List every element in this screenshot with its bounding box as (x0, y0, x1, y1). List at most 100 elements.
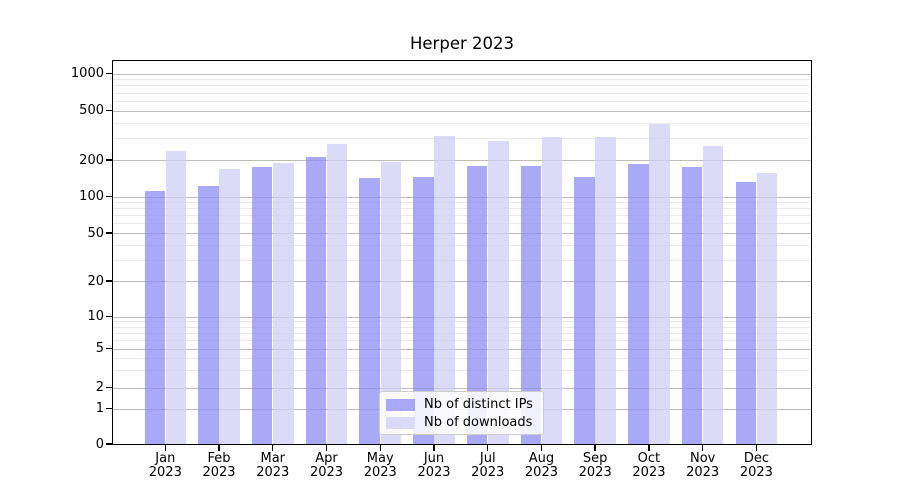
x-tick-label: Sep 2023 (578, 451, 612, 480)
bar-distinct-ips (466, 166, 488, 444)
bar-downloads (649, 123, 670, 444)
bar-downloads (488, 140, 509, 444)
x-tick (433, 445, 435, 451)
gridline-minor (113, 321, 811, 323)
y-tick (106, 443, 113, 445)
x-tick-label: Jan 2023 (148, 451, 182, 480)
bar-distinct-ips (520, 166, 542, 444)
y-tick (106, 315, 113, 318)
gridline-minor (113, 138, 811, 140)
x-tick (164, 445, 166, 451)
x-tick (218, 445, 220, 451)
y-tick-label: 2 (95, 380, 104, 395)
legend-item-downloads: Nb of downloads (386, 414, 539, 431)
bar-downloads (756, 173, 778, 444)
bar-downloads (702, 145, 724, 444)
x-tick-label: Apr 2023 (309, 451, 344, 480)
y-tick (106, 386, 113, 389)
x-tick (272, 445, 274, 451)
gridline-minor (113, 340, 811, 342)
x-tick (755, 445, 758, 451)
gridline-minor (113, 122, 811, 124)
y-tick (106, 280, 113, 282)
gridline-major (113, 73, 811, 75)
x-tick-label: Jun 2023 (417, 451, 451, 480)
gridline-minor (113, 202, 811, 204)
x-tick (594, 445, 596, 451)
y-tick (106, 195, 113, 198)
x-tick-label: Oct 2023 (632, 451, 666, 480)
y-tick-label: 100 (79, 189, 104, 204)
gridline-minor (113, 85, 811, 87)
gridline-major (113, 348, 811, 350)
legend-item-distinct-ips: Nb of distinct IPs (386, 396, 539, 413)
gridline-minor (113, 332, 811, 334)
bar-downloads (219, 168, 240, 444)
gridline-minor (113, 244, 811, 246)
gridline-major (113, 110, 811, 112)
legend-swatch-distinct-ips (386, 398, 415, 411)
bar-downloads (326, 144, 348, 444)
x-tick-label: Jul 2023 (471, 451, 505, 480)
legend-label-downloads: Nb of downloads (424, 415, 533, 430)
gridline-major (113, 316, 811, 318)
x-tick (648, 445, 650, 451)
gridline-major (113, 387, 811, 389)
gridline-minor (113, 100, 811, 102)
gridline-major (113, 196, 811, 198)
gridline-minor (113, 259, 811, 261)
y-tick-label: 50 (87, 225, 104, 241)
bar-distinct-ips (305, 156, 327, 444)
gridline-minor (113, 223, 811, 225)
y-tick-label: 20 (87, 273, 104, 289)
x-tick-label: Aug 2023 (524, 451, 558, 480)
bar-downloads (380, 161, 402, 444)
gridline-major (113, 160, 811, 162)
legend: Nb of distinct IPs Nb of downloads (379, 391, 544, 435)
y-tick-label: 500 (79, 103, 104, 118)
y-tick-label: 1 (95, 401, 104, 416)
x-tick-label: Dec 2023 (739, 451, 773, 480)
x-tick (487, 445, 489, 451)
bar-distinct-ips (735, 182, 757, 444)
y-tick-label: 5 (95, 341, 104, 356)
bar-distinct-ips (251, 166, 273, 444)
x-tick-label: Nov 2023 (686, 451, 720, 480)
gridline-minor (113, 92, 811, 94)
gridline-minor (113, 357, 811, 359)
y-tick (106, 159, 113, 161)
x-tick (325, 445, 328, 451)
bar-downloads (541, 136, 563, 444)
y-tick (106, 232, 113, 234)
gridline-minor (113, 370, 811, 372)
gridline-minor (113, 208, 811, 210)
bar-distinct-ips (574, 177, 595, 444)
y-tick-label: 200 (79, 152, 104, 168)
y-tick-label: 1000 (70, 66, 104, 81)
x-tick-label: Mar 2023 (256, 451, 290, 480)
x-tick-label: Feb 2023 (202, 451, 236, 480)
legend-swatch-downloads (386, 416, 415, 429)
x-tick (540, 445, 543, 451)
y-tick (106, 72, 113, 75)
gridline-minor (113, 215, 811, 217)
x-tick-label: May 2023 (363, 451, 397, 480)
legend-label-distinct-ips: Nb of distinct IPs (424, 397, 533, 412)
bar-distinct-ips (413, 176, 434, 444)
gridline-major (113, 233, 811, 235)
gridline-minor (113, 326, 811, 328)
bar-distinct-ips (144, 191, 165, 444)
bar-downloads (273, 162, 294, 444)
x-tick (701, 445, 704, 451)
bar-downloads (434, 135, 455, 444)
y-tick-label: 0 (95, 436, 104, 452)
x-tick (379, 445, 381, 451)
y-tick (106, 109, 113, 112)
bar-downloads (595, 137, 616, 444)
gridline-minor (113, 79, 811, 81)
y-tick (106, 407, 113, 410)
bar-distinct-ips (359, 178, 380, 444)
gridline-major (113, 281, 811, 283)
bar-distinct-ips (681, 167, 703, 444)
